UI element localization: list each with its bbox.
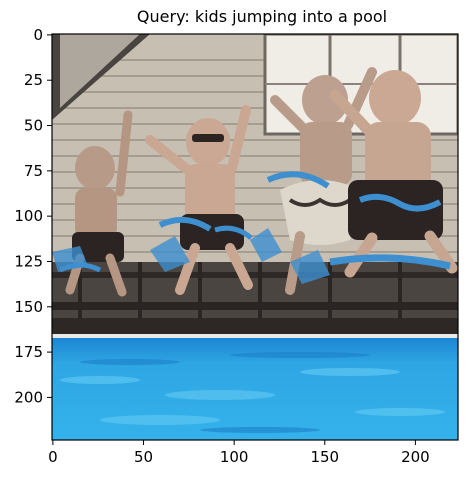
x-tick-label: 200: [401, 448, 430, 466]
y-tick-label: 50: [24, 117, 43, 135]
y-tick-label: 75: [24, 162, 43, 180]
y-tick-label: 175: [14, 343, 43, 361]
y-tick-label: 0: [33, 26, 43, 44]
y-tick-label: 125: [14, 252, 43, 270]
figure-title: Query: kids jumping into a pool: [137, 7, 387, 26]
y-tick-label: 100: [14, 207, 43, 225]
x-tick-label: 150: [310, 448, 339, 466]
kid-center: [145, 105, 253, 295]
y-tick-label: 150: [14, 298, 43, 316]
x-axis: 0 50 100 150 200: [48, 440, 430, 466]
kid-left: [58, 110, 133, 297]
pool-coping: [52, 318, 458, 334]
x-tick-label: 100: [220, 448, 249, 466]
photo: [52, 34, 458, 440]
kid-right: [329, 70, 458, 278]
y-axis: 0 25 50 75 100 125 150 175 200: [14, 26, 52, 406]
x-tick-label: 0: [48, 448, 58, 466]
x-tick-label: 50: [134, 448, 153, 466]
splash: [52, 228, 330, 284]
y-tick-label: 25: [24, 71, 43, 89]
kid-center-right: [266, 67, 377, 295]
axes-frame: [51, 33, 459, 441]
y-tick-label: 200: [14, 388, 43, 406]
